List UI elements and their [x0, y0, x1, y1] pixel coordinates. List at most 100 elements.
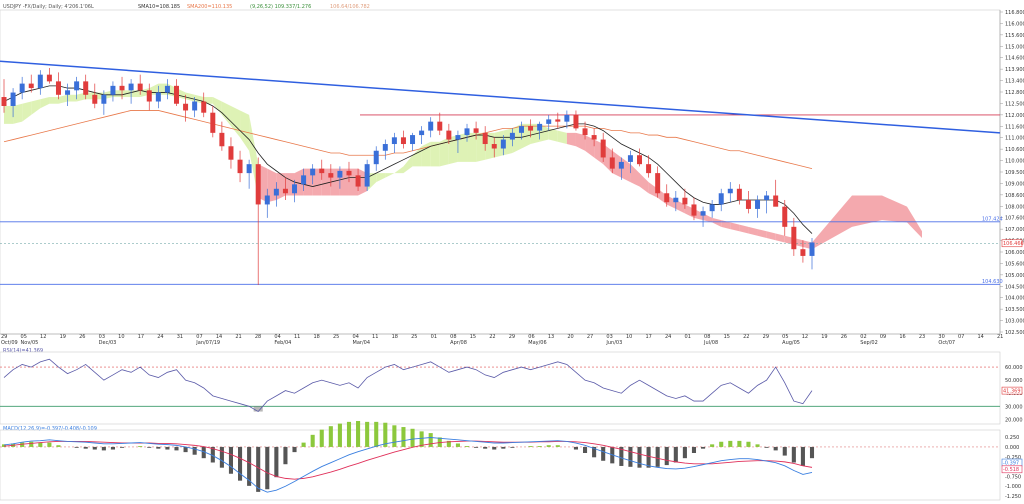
price-tick-label: 111.000 [1005, 136, 1024, 142]
ichimoku-cloud-segment [430, 141, 440, 167]
date-tick-label: 08 [450, 334, 456, 340]
candle-body [428, 121, 434, 131]
ichimoku-cloud-segment [639, 173, 649, 194]
candle-body [183, 103, 189, 111]
candle-body [264, 195, 270, 205]
macd-pane-frame [0, 429, 1001, 501]
candle-body [364, 164, 370, 187]
candle-body [337, 170, 343, 178]
candle-body [19, 83, 25, 93]
date-tick-label: 13 [548, 334, 554, 340]
candle-body [137, 83, 143, 91]
candle-body [192, 101, 198, 111]
ichimoku-cloud-segment [4, 105, 14, 124]
date-tick-label: 21 [235, 334, 241, 340]
rsi-current-tag [1001, 386, 1023, 395]
price-tick-label: 114.600 [1005, 56, 1024, 62]
candle-body [273, 188, 279, 196]
ichimoku-cloud-segment [13, 103, 23, 124]
price-tick-label: 113.900 [1005, 67, 1024, 73]
date-tick-label: 06 [528, 334, 534, 340]
ichimoku-cloud-segment [212, 97, 222, 115]
candle-body [446, 130, 452, 140]
date-tick-label: 17 [645, 334, 651, 340]
date-tick-label: 10 [626, 334, 632, 340]
date-tick-label: 19 [60, 334, 66, 340]
date-tick-label: 18 [313, 334, 319, 340]
date-tick-label: 30 [938, 334, 944, 340]
rsi-pane-frame [0, 351, 1001, 425]
macd-header: MACD(12,26,9)=-0.397/-0.408/-0.109 [3, 426, 97, 432]
ichimoku-cloud-segment [276, 173, 286, 200]
price-pane[interactable]: 116.800 116.000 115.600 115.000 114.600 113.9… [0, 9, 1024, 336]
candle-body [119, 85, 125, 91]
ichimoku-cloud-segment [376, 173, 386, 183]
date-tick-label: 23 [919, 334, 925, 340]
candle-body [10, 92, 16, 106]
price-tick-label: 105.000 [1005, 273, 1024, 279]
ichimoku-cloud-segment [748, 226, 758, 236]
candle-body [537, 123, 543, 131]
macd-pane[interactable]: 0.2500.000-0.250-0.500-0.750-1.000-1.250… [0, 420, 1023, 501]
price-tick-label: 115.000 [1005, 44, 1024, 50]
low-support-label: 104.630 [982, 279, 1003, 285]
date-tick-label: 12 [40, 334, 46, 340]
ichimoku-cloud-segment [585, 135, 595, 158]
macd-tick-label: -0.250 [1005, 455, 1021, 461]
candle-body [282, 188, 288, 194]
ichimoku-cloud-segment [58, 94, 68, 104]
candle-body [219, 132, 225, 147]
candle-body [600, 139, 606, 158]
date-tick-label: 04 [274, 334, 280, 340]
ichimoku-cloud-segment [630, 164, 640, 187]
ichimoku-cloud-segment [230, 105, 241, 138]
candle-body [582, 128, 588, 136]
date-tick-label: 14 [977, 334, 983, 340]
ichimoku-cloud-segment [721, 220, 731, 230]
date-tick-label: 16 [899, 334, 905, 340]
candle-body [65, 90, 71, 95]
date-tick-label: 21 [997, 334, 1003, 340]
ichimoku-cloud-segment [712, 217, 722, 227]
ichimoku-cloud-segment [240, 110, 250, 151]
month-tick-label: Oct/07 [938, 340, 955, 346]
candle-body [637, 155, 643, 165]
date-tick-label: 27 [587, 334, 593, 340]
ichimoku-cloud-segment [40, 97, 50, 109]
candle-body [664, 193, 670, 203]
candle-body [1, 97, 7, 106]
ichimoku-cloud-segment [467, 132, 477, 162]
date-tick-label: 24 [157, 334, 163, 340]
price-tick-label: 102.500 [1005, 330, 1024, 336]
candle-body [700, 211, 706, 216]
month-tick-label: May/06 [528, 340, 546, 346]
price-tick-label: 112.500 [1005, 101, 1024, 107]
sma200-header: SMA200=110.135 [187, 4, 232, 10]
candle-body [319, 168, 325, 174]
ichimoku-cloud-segment [648, 182, 658, 198]
candle-body [46, 74, 52, 82]
candle-body [655, 173, 661, 194]
month-tick-label: Jun/03 [605, 340, 622, 346]
ichimoku-cloud-segment [403, 155, 413, 174]
candle-body [310, 168, 316, 176]
ichimoku-cloud-segment [67, 94, 77, 102]
ichimoku-cloud-segment [394, 166, 404, 174]
ichimoku-cloud-segment [31, 99, 41, 115]
ichimoku-cloud-segment [757, 229, 767, 239]
candle-body [764, 195, 770, 200]
date-tick-label: 05 [21, 334, 27, 340]
ichimoku-cloud-segment [457, 132, 468, 162]
price-tick-label: 103.500 [1005, 307, 1024, 313]
ichimoku-cloud-segment [22, 101, 32, 122]
candle-body [718, 193, 724, 205]
candle-body [455, 135, 461, 140]
date-tick-label: 02 [860, 334, 866, 340]
price-tick-label: 111.600 [1005, 124, 1024, 130]
date-tick-label: 04 [353, 334, 359, 340]
price-tick-label: 115.600 [1005, 33, 1024, 39]
